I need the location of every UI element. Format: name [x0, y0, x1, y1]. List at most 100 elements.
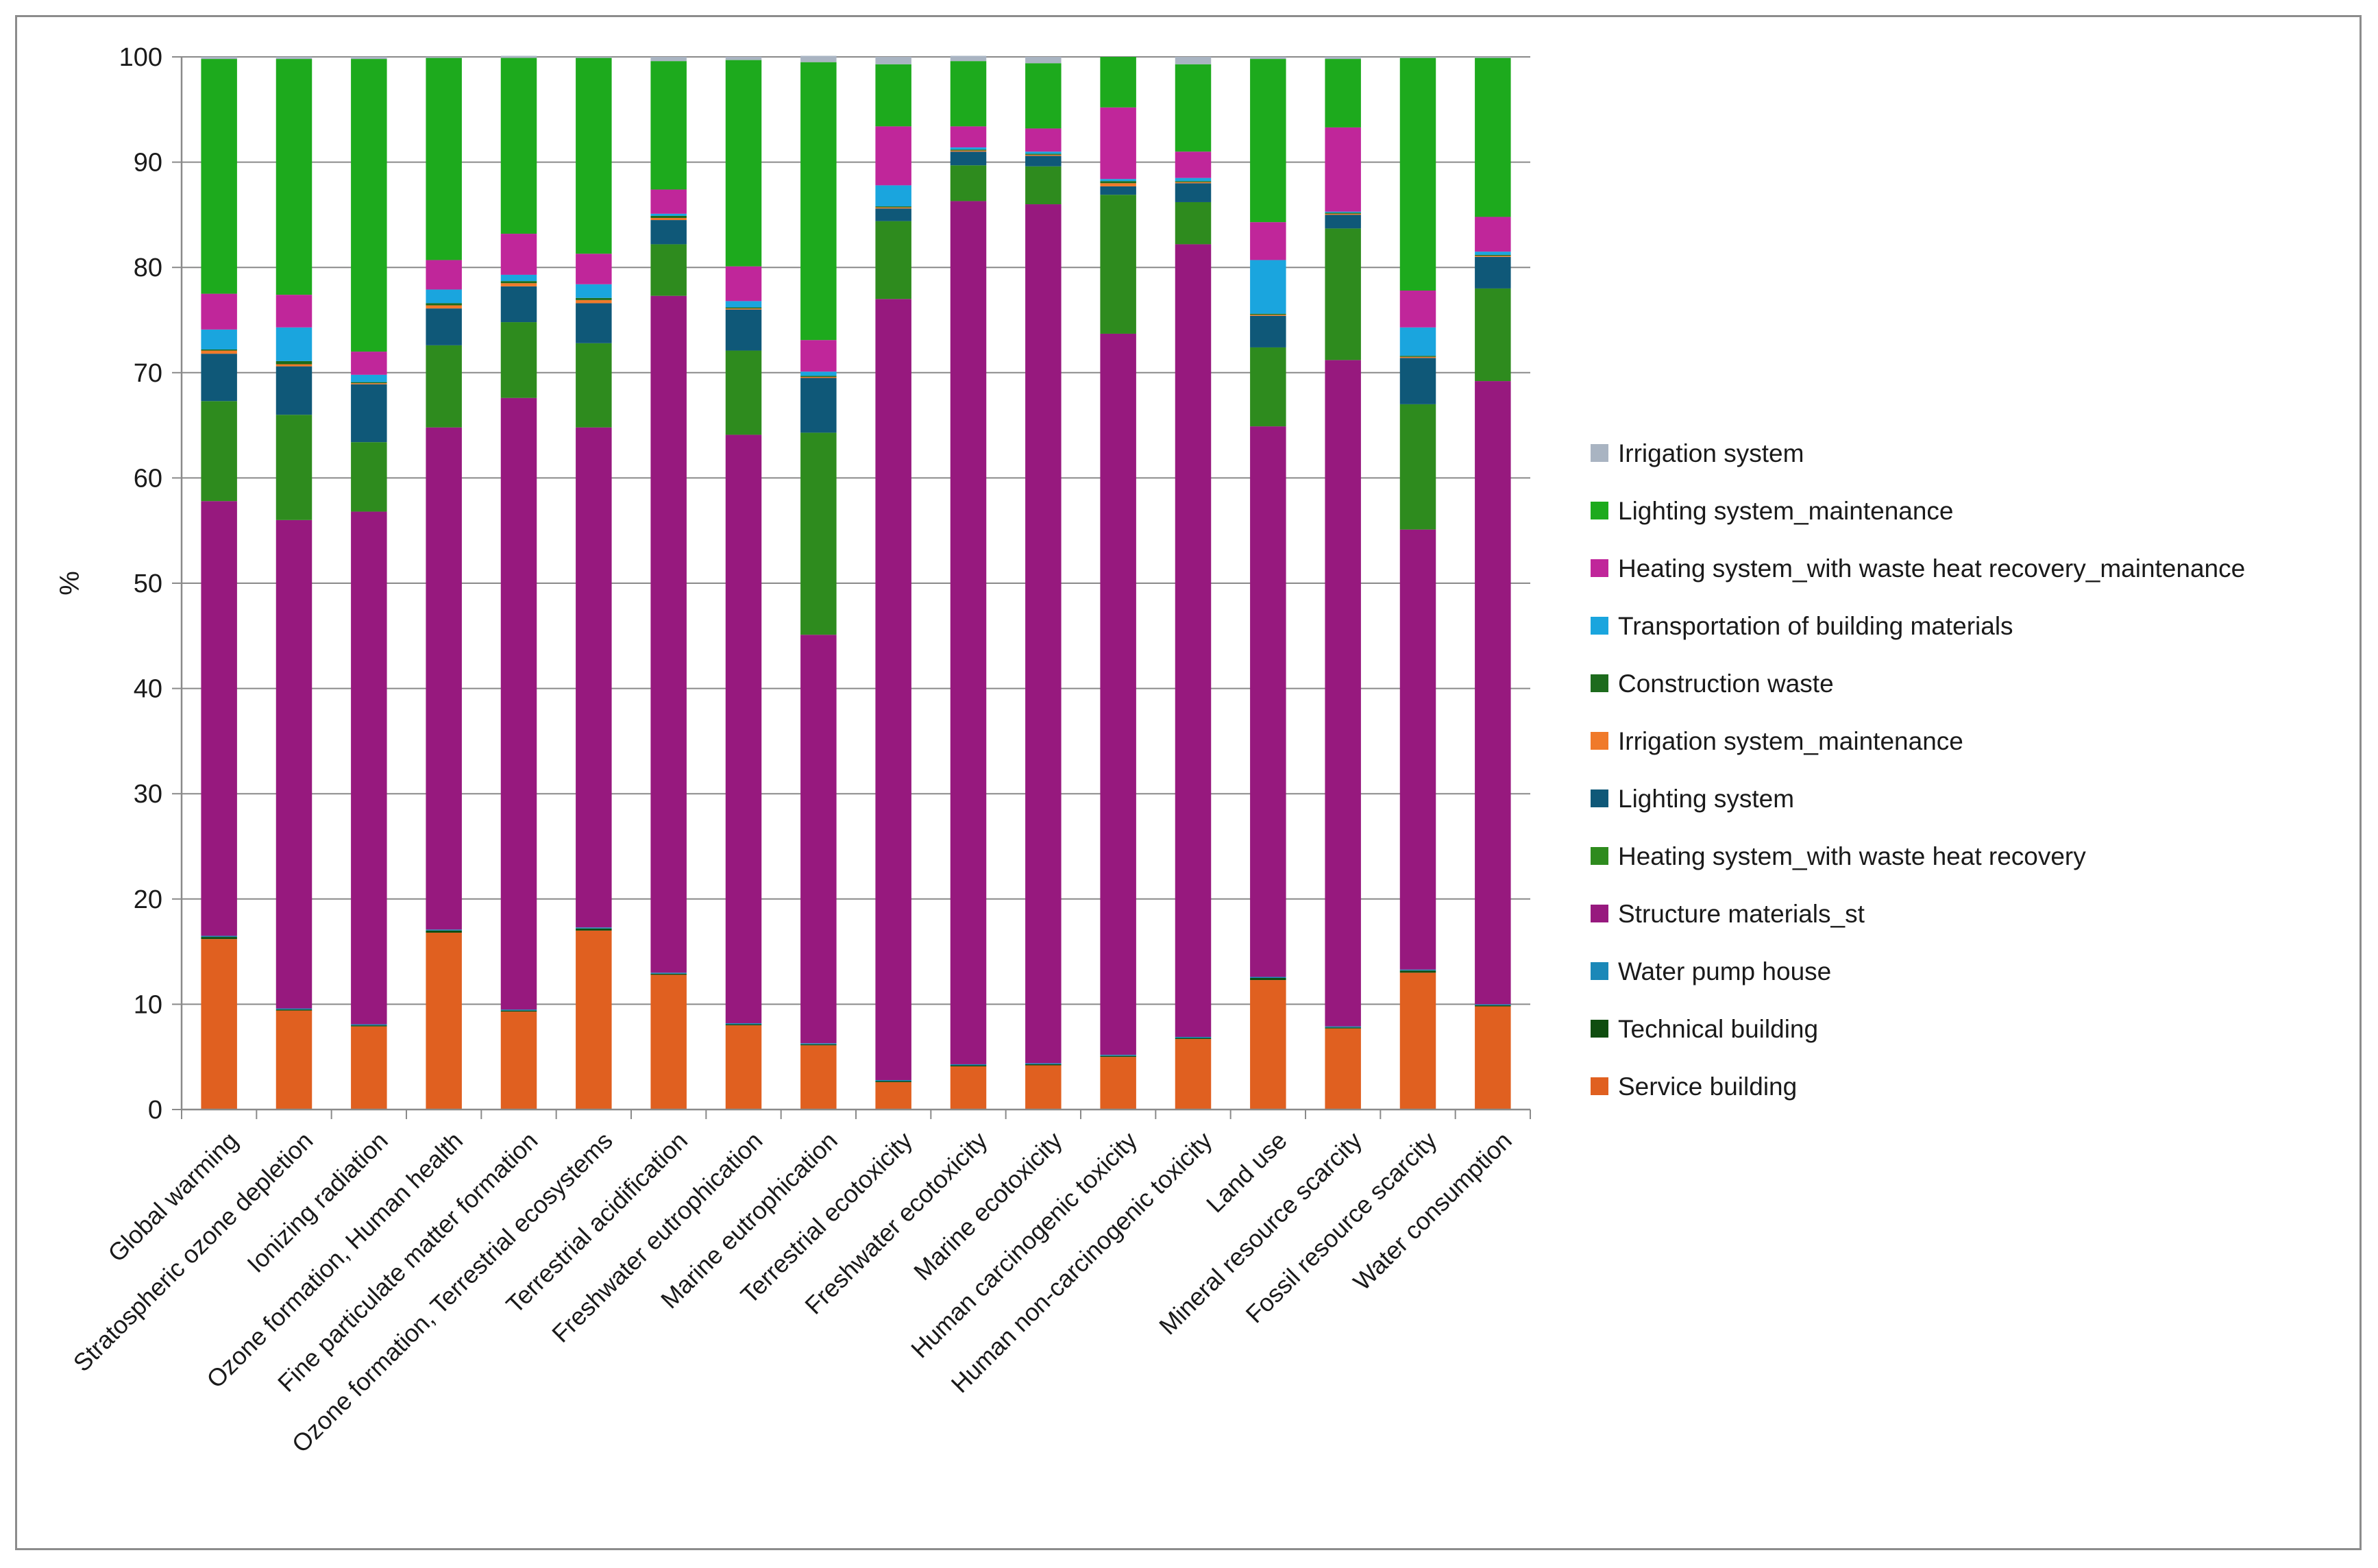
legend-item: Irrigation system — [1591, 439, 1804, 467]
bar-stack — [426, 57, 462, 1110]
legend-swatch — [1591, 617, 1608, 635]
bar-segment — [1399, 972, 1436, 1110]
bar-segment — [426, 929, 462, 931]
bar-segment — [725, 434, 762, 1024]
bar-segment — [950, 1064, 987, 1066]
bar-segment — [1475, 1004, 1511, 1005]
x-tick-label: Global warming — [102, 1126, 243, 1267]
x-tick-label: Ionizing radiation — [241, 1126, 393, 1277]
bar-segment — [950, 126, 987, 148]
legend-label: Transportation of building materials — [1618, 612, 2013, 640]
bar-segment — [650, 57, 687, 62]
bar-segment — [1175, 201, 1212, 245]
bar-segment — [500, 1012, 537, 1110]
bar-segment — [576, 297, 612, 300]
bar-segment — [1175, 183, 1212, 202]
bar-segment — [1325, 212, 1361, 214]
bar-segment — [1475, 57, 1511, 58]
bar-segment — [1100, 57, 1136, 108]
bar-segment — [201, 293, 237, 330]
bar-segment — [351, 1026, 387, 1110]
y-tick-label: 70 — [134, 359, 162, 388]
bar-segment — [800, 635, 837, 1044]
bar-segment — [426, 932, 462, 1110]
bar-segment — [800, 62, 837, 341]
bar-segment — [950, 150, 987, 152]
bar-segment — [1325, 211, 1361, 213]
bar-segment — [725, 1024, 762, 1026]
bar-segment — [201, 937, 237, 940]
bar-segment — [950, 149, 987, 151]
bar-segment — [576, 927, 612, 929]
legend-item: Heating system_with waste heat recovery — [1591, 842, 2086, 870]
bar-segment — [875, 1082, 911, 1110]
bar-segment — [426, 260, 462, 290]
bar-stack — [500, 56, 537, 1110]
bar-segment — [1475, 288, 1511, 382]
bar-segment — [351, 511, 387, 1025]
bar-segment — [725, 350, 762, 435]
bar-segment — [1250, 313, 1286, 315]
bar-stack — [1475, 57, 1511, 1110]
bar-segment — [650, 973, 687, 975]
bar-segment — [576, 343, 612, 428]
bar-segment — [800, 56, 837, 62]
bar-segment — [351, 1024, 387, 1026]
bar-segment — [426, 305, 462, 309]
bar-segment — [1399, 970, 1436, 973]
bar-segment — [800, 1045, 837, 1110]
y-tick-label: 90 — [134, 149, 162, 177]
legend-swatch — [1591, 444, 1608, 462]
bar-segment — [1399, 290, 1436, 328]
bar-stack — [725, 57, 762, 1110]
legend-item: Construction waste — [1591, 670, 1834, 698]
bar-segment — [1175, 181, 1212, 182]
bar-segment — [800, 1044, 837, 1046]
bar-segment — [1399, 358, 1436, 404]
bar-segment — [1250, 57, 1286, 60]
bar-segment — [1325, 1028, 1361, 1110]
bar-stack — [1100, 57, 1136, 1110]
bar-segment — [500, 322, 537, 398]
bar-segment — [1399, 529, 1436, 970]
bar-segment — [1175, 64, 1212, 152]
bar-segment — [426, 58, 462, 260]
bar-segment — [1250, 59, 1286, 223]
legend-swatch — [1591, 847, 1608, 865]
bar-segment — [875, 126, 911, 186]
bar-segment — [351, 352, 387, 375]
chart-frame: 0 10 20 30 40 50 60 70 80 90 100 Global warming Str… — [15, 15, 2362, 1550]
bar-segment — [1175, 151, 1212, 178]
bar-segment — [1325, 1027, 1361, 1029]
bar-segment — [1025, 1065, 1062, 1110]
bar-segment — [426, 345, 462, 428]
bar-segment — [1475, 252, 1511, 255]
bar-segment — [275, 519, 312, 1009]
legend-swatch — [1591, 559, 1608, 577]
bar-segment — [1175, 1037, 1212, 1038]
bar-segment — [650, 220, 687, 245]
y-tick-label: 80 — [134, 254, 162, 282]
legend-swatch — [1591, 962, 1608, 980]
bar-segment — [875, 185, 911, 207]
bar-segment — [1025, 1064, 1062, 1066]
bar-segment — [500, 56, 537, 58]
bar-segment — [1250, 315, 1286, 347]
bar-segment — [1100, 183, 1136, 186]
bar-segment — [351, 383, 387, 384]
bar-segment — [500, 1009, 537, 1011]
bar-segment — [1399, 404, 1436, 530]
bar-segment — [950, 151, 987, 166]
bar-segment — [500, 234, 537, 275]
bar-segment — [650, 213, 687, 216]
bar-segment — [1025, 154, 1062, 156]
legend-label: Water pump house — [1618, 957, 1831, 985]
bar-segment — [275, 295, 312, 328]
bar-segment — [650, 244, 687, 296]
bar-segment — [351, 382, 387, 384]
bar-segment — [426, 289, 462, 304]
bar-segment — [875, 64, 911, 127]
bar-segment — [1100, 195, 1136, 334]
bar-segment — [275, 366, 312, 415]
legend-label: Heating system_with waste heat recovery — [1618, 842, 2086, 870]
